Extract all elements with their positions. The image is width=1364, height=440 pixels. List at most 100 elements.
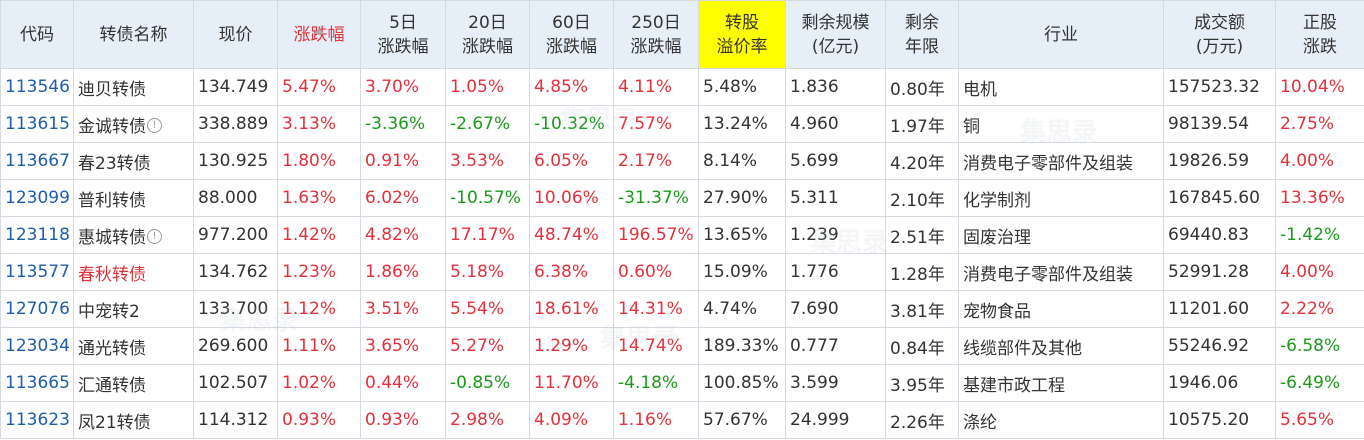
cell-code[interactable]: 113667 [0, 142, 74, 180]
cell-price: 134.749 [193, 68, 278, 106]
cell-20d-change: -10.57% [445, 179, 530, 217]
cell-name[interactable]: 金诚转债! [73, 105, 194, 143]
cell-stock-change: 2.22% [1275, 290, 1364, 328]
cell-remain-size: 1.239 [785, 216, 886, 254]
cell-250d-change: 196.57% [613, 216, 699, 254]
cell-code[interactable]: 113546 [0, 68, 74, 106]
cell-code[interactable]: 123099 [0, 179, 74, 217]
cell-stock-change-text: 2.75% [1280, 114, 1335, 134]
cell-250d-change: 1.16% [613, 401, 699, 439]
table-row[interactable]: 113665 汇通转债 102.507 1.02% 0.44% -0.85% 11.70% -… [0, 364, 1364, 402]
cell-code[interactable]: 113615 [0, 105, 74, 143]
table-row[interactable]: 127076 中宠转2 133.700 1.12% 3.51% 5.54% 18.61% 14… [0, 290, 1364, 328]
cell-code[interactable]: 123034 [0, 327, 74, 365]
table-row[interactable]: 113615 金诚转债! 338.889 3.13% -3.36% -2.67% -10.3… [0, 105, 1364, 143]
cell-name-text: 金诚转债 [78, 116, 146, 137]
cell-price-text: 134.749 [198, 77, 269, 97]
cell-60d-change: 4.09% [529, 401, 614, 439]
col-header-name[interactable]: 转债名称 [73, 0, 194, 69]
cell-premium-text: 57.67% [703, 410, 768, 430]
cell-remain-years-text: 3.81年 [890, 301, 945, 322]
table-row[interactable]: 113577 春秋转债 134.762 1.23% 1.86% 5.18% 6.38% 0.6… [0, 253, 1364, 291]
col-header-20d-change[interactable]: 20日 涨跌幅 [445, 0, 530, 69]
cell-code[interactable]: 123118 [0, 216, 74, 254]
table-row[interactable]: 113546 迪贝转债 134.749 5.47% 3.70% 1.05% 4.85% 4.1… [0, 68, 1364, 106]
info-icon[interactable]: ! [147, 229, 162, 244]
cell-name[interactable]: 普利转债 [73, 179, 194, 217]
col-header-stock-change[interactable]: 正股 涨跌 [1275, 0, 1364, 69]
cell-remain-size-text: 1.836 [790, 77, 839, 97]
cell-name[interactable]: 迪贝转债 [73, 68, 194, 106]
cell-change: 1.23% [277, 253, 361, 291]
cell-remain-years-text: 3.95年 [890, 375, 945, 396]
col-header-turnover[interactable]: 成交额 (万元) [1163, 0, 1276, 69]
table-row[interactable]: 113667 春23转债 130.925 1.80% 0.91% 3.53% 6.05% 2.… [0, 142, 1364, 180]
cell-code-text: 113623 [5, 410, 70, 430]
cell-250d-change-text: 0.60% [618, 262, 673, 282]
cell-60d-change: 11.70% [529, 364, 614, 402]
cell-5d-change-text: 1.86% [365, 262, 420, 282]
cell-stock-change: 2.75% [1275, 105, 1364, 143]
col-header-price[interactable]: 现价 [193, 0, 278, 69]
cell-name[interactable]: 凤21转债 [73, 401, 194, 439]
cell-5d-change: 0.44% [360, 364, 446, 402]
cell-remain-size: 4.960 [785, 105, 886, 143]
cell-remain-size: 5.699 [785, 142, 886, 180]
cell-name[interactable]: 通光转债 [73, 327, 194, 365]
cell-premium-text: 5.48% [703, 77, 758, 97]
cell-code[interactable]: 113623 [0, 401, 74, 439]
cell-industry: 宠物食品 [958, 290, 1164, 328]
cell-turnover: 167845.60 [1163, 179, 1276, 217]
cell-premium: 13.24% [698, 105, 786, 143]
cell-code[interactable]: 127076 [0, 290, 74, 328]
cell-20d-change: 17.17% [445, 216, 530, 254]
cell-stock-change: -6.49% [1275, 364, 1364, 402]
cell-industry: 电机 [958, 68, 1164, 106]
cell-name[interactable]: 惠城转债! [73, 216, 194, 254]
cell-5d-change: 3.70% [360, 68, 446, 106]
cell-name[interactable]: 汇通转债 [73, 364, 194, 402]
table-row[interactable]: 123118 惠城转债! 977.200 1.42% 4.82% 17.17% 48.74%… [0, 216, 1364, 254]
cell-change-text: 1.23% [282, 262, 337, 282]
cell-name[interactable]: 春23转债 [73, 142, 194, 180]
cell-60d-change: 10.06% [529, 179, 614, 217]
cell-change: 1.42% [277, 216, 361, 254]
cell-change: 3.13% [277, 105, 361, 143]
col-header-remain-size[interactable]: 剩余规模 (亿元) [785, 0, 886, 69]
cell-remain-years: 3.95年 [885, 364, 959, 402]
cell-name[interactable]: 中宠转2 [73, 290, 194, 328]
cell-turnover: 69440.83 [1163, 216, 1276, 254]
table-row[interactable]: 123099 普利转债 88.000 1.63% 6.02% -10.57% 10.06% -… [0, 179, 1364, 217]
col-header-250d-change[interactable]: 250日 涨跌幅 [613, 0, 699, 69]
col-header-code[interactable]: 代码 [0, 0, 74, 69]
cell-remain-size: 0.777 [785, 327, 886, 365]
cell-code[interactable]: 113577 [0, 253, 74, 291]
cell-name-text: 凤21转债 [78, 412, 151, 433]
cell-turnover: 11201.60 [1163, 290, 1276, 328]
cell-remain-size-text: 5.699 [790, 151, 839, 171]
col-header-60d-change[interactable]: 60日 涨跌幅 [529, 0, 614, 69]
table-row[interactable]: 113623 凤21转债 114.312 0.93% 0.93% 2.98% 4.09% 1.… [0, 401, 1364, 439]
cell-250d-change: 4.11% [613, 68, 699, 106]
cell-20d-change: 3.53% [445, 142, 530, 180]
cell-code[interactable]: 113665 [0, 364, 74, 402]
cell-name[interactable]: 春秋转债 [73, 253, 194, 291]
cell-name-text: 春秋转债 [78, 264, 146, 285]
cell-20d-change: -2.67% [445, 105, 530, 143]
cell-premium-text: 27.90% [703, 188, 768, 208]
col-header-5d-change[interactable]: 5日 涨跌幅 [360, 0, 446, 69]
table-row[interactable]: 123034 通光转债 269.600 1.11% 3.65% 5.27% 1.29% 14.… [0, 327, 1364, 365]
cell-20d-change: 5.54% [445, 290, 530, 328]
cell-250d-change-text: 7.57% [618, 114, 673, 134]
col-header-change[interactable]: 涨跌幅 [277, 0, 361, 69]
col-header-premium[interactable]: 转股 溢价率 [698, 0, 786, 69]
cell-remain-size: 5.311 [785, 179, 886, 217]
cell-stock-change: 13.36% [1275, 179, 1364, 217]
cell-price-text: 338.889 [198, 114, 269, 134]
info-icon[interactable]: ! [147, 118, 162, 133]
col-header-industry[interactable]: 行业 [958, 0, 1164, 69]
cell-price: 88.000 [193, 179, 278, 217]
col-header-remain-years[interactable]: 剩余 年限 [885, 0, 959, 69]
cell-price-text: 114.312 [198, 410, 269, 430]
